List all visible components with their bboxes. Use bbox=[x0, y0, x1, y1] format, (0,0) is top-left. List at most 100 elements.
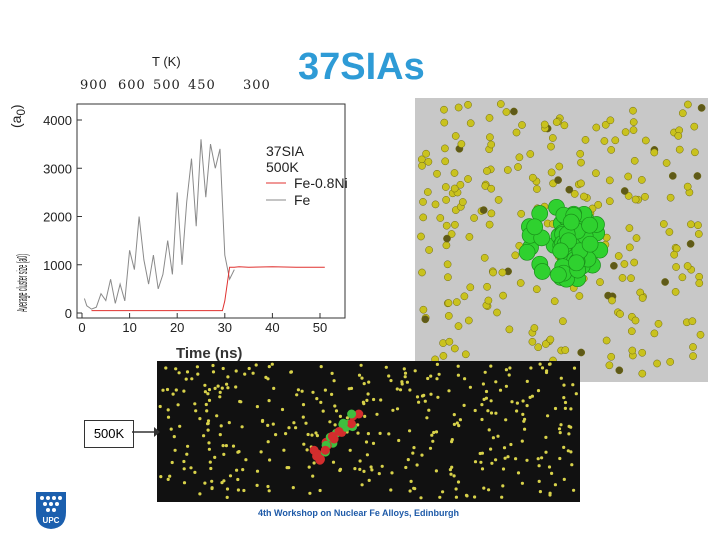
atom bbox=[607, 352, 616, 361]
atom bbox=[465, 233, 474, 241]
atom bbox=[334, 409, 339, 413]
atom bbox=[486, 409, 490, 413]
atom bbox=[174, 388, 178, 392]
atom bbox=[312, 461, 316, 465]
atom bbox=[480, 253, 489, 262]
atom bbox=[601, 120, 610, 129]
atom bbox=[570, 190, 579, 198]
atom bbox=[691, 148, 699, 157]
atom bbox=[510, 400, 514, 404]
atom bbox=[460, 292, 469, 301]
atom bbox=[284, 432, 288, 436]
atom bbox=[190, 377, 194, 381]
svg-text:UPC: UPC bbox=[43, 516, 60, 525]
atom bbox=[491, 436, 495, 440]
atom bbox=[333, 423, 337, 427]
atom bbox=[650, 329, 659, 338]
atom bbox=[456, 364, 460, 368]
atom bbox=[485, 220, 494, 229]
legend-entry: Fe bbox=[294, 192, 311, 208]
atom bbox=[559, 376, 563, 380]
atom bbox=[683, 182, 692, 191]
legend-entry: Fe-0.8Ni bbox=[294, 175, 348, 191]
atom bbox=[236, 477, 240, 482]
atom bbox=[452, 474, 456, 478]
atom bbox=[553, 406, 558, 411]
slide-title: 37SIAs bbox=[298, 46, 425, 88]
atom bbox=[567, 432, 571, 436]
atom bbox=[267, 399, 271, 403]
atom bbox=[357, 373, 362, 377]
atom bbox=[432, 430, 436, 435]
atom bbox=[441, 157, 450, 166]
atom bbox=[433, 169, 441, 178]
atom bbox=[534, 343, 543, 352]
x-tick-label: 30 bbox=[218, 320, 232, 335]
atom bbox=[563, 406, 567, 410]
atom bbox=[665, 228, 674, 236]
y-tick-label: 2000 bbox=[43, 210, 72, 225]
atom bbox=[442, 196, 450, 204]
atom bbox=[442, 241, 451, 250]
atom bbox=[484, 389, 489, 394]
atom bbox=[574, 392, 578, 396]
atom bbox=[445, 337, 454, 346]
atom bbox=[272, 386, 276, 390]
atom bbox=[333, 404, 337, 408]
atom bbox=[520, 439, 524, 443]
atom bbox=[548, 134, 557, 142]
atom bbox=[695, 279, 704, 288]
cluster-atom bbox=[320, 445, 330, 455]
atom bbox=[638, 348, 647, 357]
atom bbox=[550, 297, 559, 306]
atom bbox=[546, 414, 550, 418]
atom bbox=[506, 455, 510, 459]
atom bbox=[292, 421, 296, 425]
atom bbox=[616, 310, 624, 318]
atom bbox=[683, 262, 692, 270]
atom bbox=[209, 466, 213, 471]
cluster-atom bbox=[568, 254, 585, 272]
atom bbox=[170, 460, 174, 465]
atom bbox=[540, 366, 545, 370]
atom bbox=[672, 263, 680, 271]
atom bbox=[448, 468, 452, 472]
atom bbox=[198, 492, 202, 496]
atom bbox=[503, 456, 507, 460]
atom bbox=[620, 187, 629, 195]
atom bbox=[308, 491, 312, 495]
cluster-atom bbox=[518, 243, 536, 261]
atom bbox=[255, 483, 259, 487]
atom bbox=[666, 193, 675, 202]
atom bbox=[638, 294, 647, 302]
cluster-atom bbox=[327, 431, 337, 441]
atom bbox=[548, 493, 552, 497]
atom bbox=[418, 161, 426, 170]
atom bbox=[451, 220, 459, 229]
atom bbox=[483, 167, 491, 175]
atom bbox=[413, 369, 417, 373]
atom bbox=[205, 409, 209, 413]
atom bbox=[684, 100, 692, 109]
atom bbox=[424, 157, 433, 166]
atom bbox=[220, 386, 224, 390]
y-tick-label: 4000 bbox=[43, 113, 72, 128]
atom bbox=[243, 372, 247, 376]
atom bbox=[607, 146, 616, 154]
atom bbox=[693, 172, 702, 180]
atom bbox=[509, 442, 513, 447]
temperature-tick: 500 bbox=[153, 78, 181, 93]
atom bbox=[203, 383, 207, 387]
atom bbox=[238, 399, 242, 404]
atom bbox=[164, 366, 168, 370]
atom bbox=[251, 371, 255, 375]
legend-header: 37SIA bbox=[266, 143, 305, 159]
atom bbox=[371, 441, 376, 445]
cluster-atom bbox=[552, 242, 570, 260]
atom bbox=[638, 369, 647, 378]
atom bbox=[319, 400, 323, 404]
atom bbox=[528, 173, 537, 182]
atom bbox=[417, 232, 425, 241]
atom bbox=[359, 363, 363, 367]
atom bbox=[552, 118, 561, 126]
